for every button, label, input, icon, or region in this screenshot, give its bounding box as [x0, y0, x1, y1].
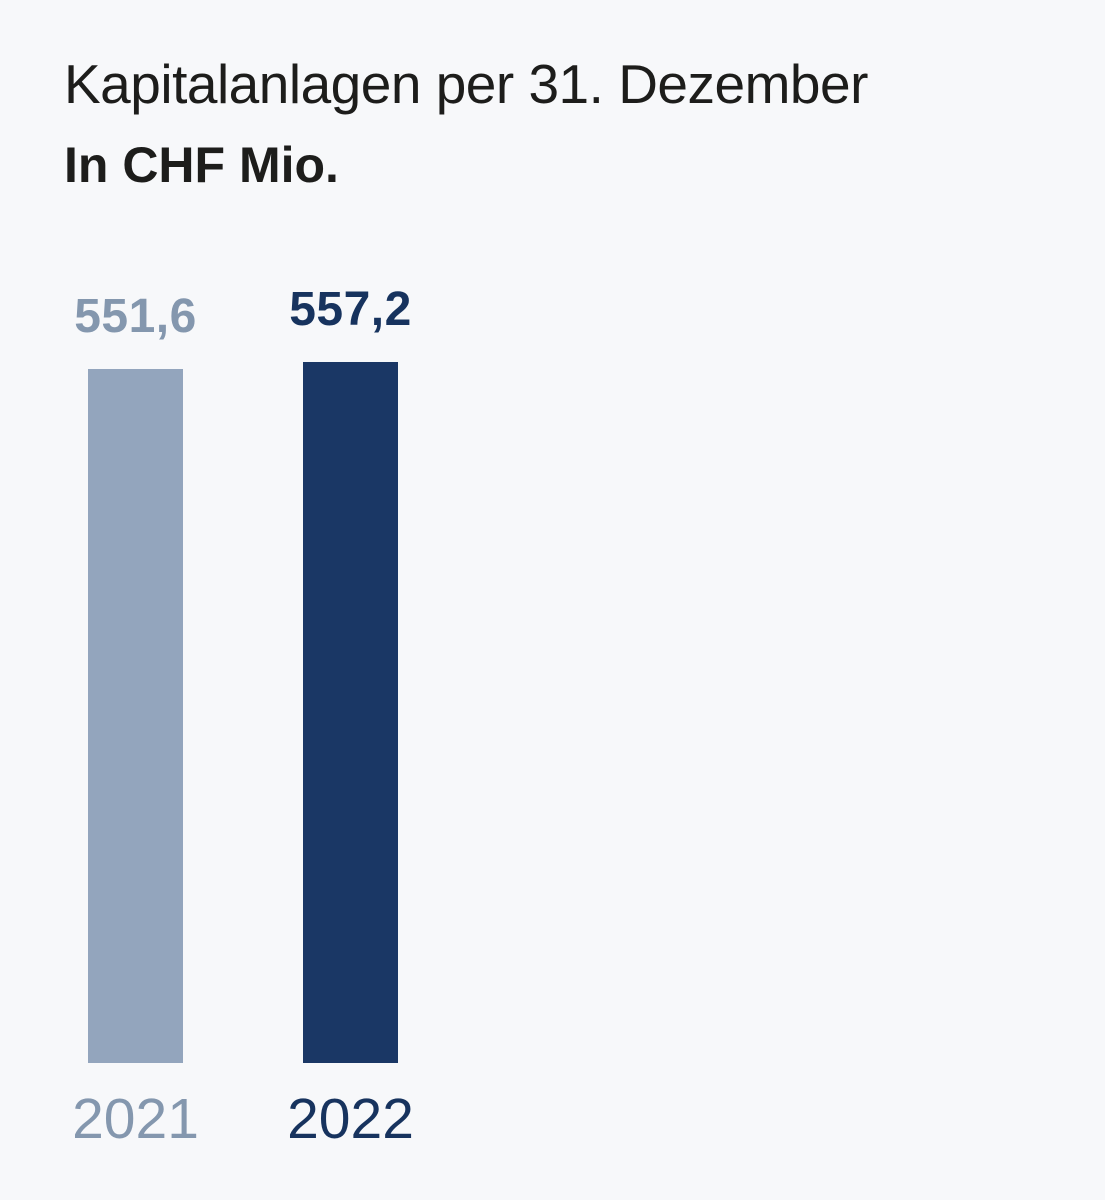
- axis-label-2021: 2021: [72, 1087, 199, 1151]
- chart-title: Kapitalanlagen per 31. Dezember: [64, 53, 868, 115]
- value-label-2022: 557,2: [289, 283, 412, 336]
- chart-subtitle: In CHF Mio.: [64, 137, 339, 193]
- bar-2022: [303, 362, 398, 1063]
- bar-group-2021: 551,6 2021: [72, 293, 199, 1148]
- value-label-2021: 551,6: [74, 290, 197, 343]
- bar-group-2022: 557,2 2022: [287, 286, 414, 1148]
- bar-2021: [88, 369, 183, 1063]
- axis-label-2022: 2022: [287, 1087, 414, 1151]
